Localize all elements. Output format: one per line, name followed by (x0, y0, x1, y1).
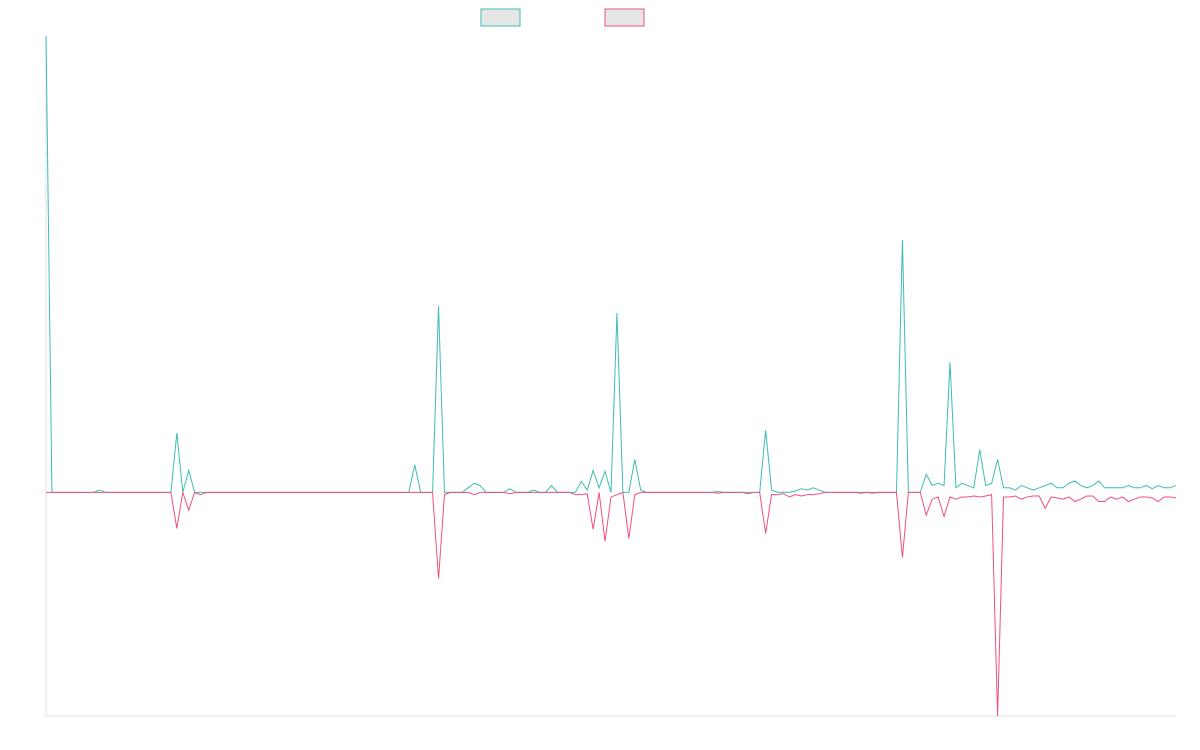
series-line (46, 491, 1177, 717)
legend-swatch (480, 8, 521, 27)
legend-swatch (604, 8, 645, 27)
series-line (45, 35, 1177, 493)
